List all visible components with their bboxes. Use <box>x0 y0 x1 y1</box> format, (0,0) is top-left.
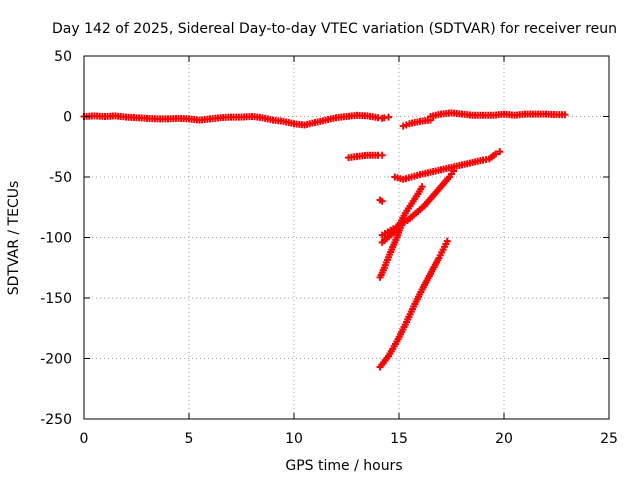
data-segment <box>380 113 392 122</box>
x-tick-label: 0 <box>80 431 89 447</box>
data-point <box>561 111 569 119</box>
data-segment <box>399 116 434 130</box>
x-tick-label: 5 <box>185 431 194 447</box>
data-point <box>378 197 386 205</box>
x-tick-label: 10 <box>285 431 303 447</box>
axis-ticks: 0 5 10 15 20 25 50 0 -50 -100 -150 -200 -250 <box>40 49 618 447</box>
y-tick-label: -200 <box>40 352 72 368</box>
data-point <box>418 183 426 191</box>
chart-title: Day 142 of 2025, Sidereal Day-to-day VTE… <box>52 21 617 37</box>
data-points <box>80 109 569 371</box>
y-tick-label: 50 <box>54 49 72 65</box>
grid-lines <box>84 56 609 419</box>
data-segment <box>376 237 451 371</box>
data-point <box>397 221 405 229</box>
data-segment <box>80 111 386 129</box>
x-axis-label: GPS time / hours <box>285 458 402 474</box>
data-point <box>450 167 458 175</box>
plot-frame <box>83 55 610 420</box>
data-point <box>443 237 451 245</box>
y-tick-label: -150 <box>40 291 72 307</box>
x-tick-label: 15 <box>390 431 408 447</box>
x-tick-label: 20 <box>495 431 513 447</box>
data-segment <box>376 196 386 205</box>
y-tick-label: -100 <box>40 231 72 247</box>
data-segment <box>391 148 504 183</box>
y-tick-label: -50 <box>49 170 72 186</box>
data-point <box>378 151 386 159</box>
y-tick-label: 0 <box>63 110 72 126</box>
data-segment <box>345 151 386 162</box>
data-point <box>496 148 504 156</box>
data-segment <box>427 109 569 120</box>
data-segment <box>376 221 405 281</box>
data-point <box>385 113 392 121</box>
data-point <box>492 150 500 158</box>
x-tick-label: 25 <box>600 431 618 447</box>
y-axis-label: SDTVAR / TECUs <box>6 181 22 296</box>
y-tick-label: -250 <box>40 412 72 428</box>
